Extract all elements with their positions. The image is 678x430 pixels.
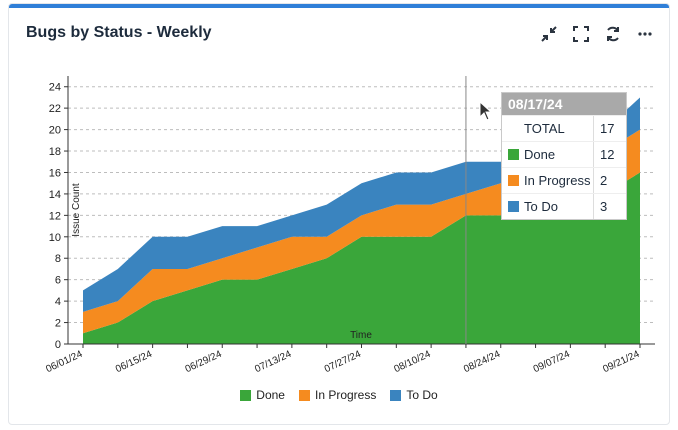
fullscreen-icon[interactable] xyxy=(571,24,591,44)
tooltip-label-in-progress: In Progress xyxy=(524,173,591,188)
tooltip-label-total: TOTAL xyxy=(524,121,565,136)
chart-tooltip: 08/17/24 TOTAL 17 Done 12 In Progress 2 … xyxy=(501,92,627,220)
x-tick-label: 08/10/24 xyxy=(392,349,432,376)
widget-actions xyxy=(539,24,655,44)
tooltip-label-done: Done xyxy=(524,147,556,162)
tooltip-swatch-todo xyxy=(508,201,519,212)
area-in-progress[interactable] xyxy=(83,129,640,334)
legend-label-in-progress: In Progress xyxy=(314,388,377,402)
legend-swatch-todo xyxy=(390,389,402,401)
legend-swatch-done xyxy=(240,389,252,401)
y-tick-label: 10 xyxy=(49,232,61,244)
y-tick-label: 0 xyxy=(55,339,61,351)
y-tick-label: 20 xyxy=(49,125,61,137)
y-tick-label: 22 xyxy=(49,103,61,115)
mouse-pointer-icon xyxy=(479,101,493,121)
x-tick-label: 08/24/24 xyxy=(462,349,502,376)
y-tick-label: 6 xyxy=(55,275,61,287)
x-tick-label: 09/21/24 xyxy=(601,349,641,376)
y-tick-label: 14 xyxy=(49,189,61,201)
y-tick-label: 8 xyxy=(55,253,61,265)
chart-legend: Done In Progress To Do xyxy=(9,388,669,402)
y-axis-title: Issue Count xyxy=(71,183,82,237)
x-axis-title: Time xyxy=(350,330,372,341)
legend-item-in-progress[interactable]: In Progress xyxy=(298,388,377,402)
tooltip-value-total: 17 xyxy=(600,121,615,136)
tooltip-value-done: 12 xyxy=(600,147,615,162)
legend-item-done[interactable]: Done xyxy=(240,388,285,402)
y-tick-label: 16 xyxy=(49,167,61,179)
y-tick-label: 4 xyxy=(55,296,61,308)
tooltip-value-in-progress: 2 xyxy=(600,173,608,188)
collapse-icon[interactable] xyxy=(539,24,559,44)
y-tick-label: 2 xyxy=(55,318,61,330)
widget-accent-bar xyxy=(9,4,669,8)
refresh-icon[interactable] xyxy=(603,24,623,44)
y-tick-label: 24 xyxy=(49,82,61,94)
legend-label-done: Done xyxy=(256,388,285,402)
y-tick-label: 18 xyxy=(49,146,61,158)
widget-title: Bugs by Status - Weekly xyxy=(26,24,212,41)
x-tick-label: 09/07/24 xyxy=(532,349,572,376)
tooltip-label-todo: To Do xyxy=(524,199,558,214)
tooltip-swatch-in-progress xyxy=(508,175,519,186)
area-to-do[interactable] xyxy=(83,97,640,312)
x-tick-label: 07/27/24 xyxy=(323,349,363,376)
legend-item-todo[interactable]: To Do xyxy=(390,388,438,402)
tooltip-row-done: Done 12 xyxy=(502,141,626,167)
legend-swatch-in-progress xyxy=(298,389,310,401)
tooltip-row-todo: To Do 3 xyxy=(502,193,626,219)
y-tick-label: 12 xyxy=(49,210,61,222)
legend-label-todo: To Do xyxy=(406,388,438,402)
x-tick-label: 06/01/24 xyxy=(44,349,84,376)
x-tick-label: 07/13/24 xyxy=(253,349,293,376)
tooltip-value-todo: 3 xyxy=(600,199,608,214)
x-tick-label: 06/15/24 xyxy=(114,349,154,376)
tooltip-row-in-progress: In Progress 2 xyxy=(502,167,626,193)
tooltip-date: 08/17/24 xyxy=(502,93,626,115)
tooltip-row-total: TOTAL 17 xyxy=(502,115,626,141)
bugs-by-status-widget: Bugs by Status - Weekly 0 2 4 6 8 10 12 14 16 18 2… xyxy=(8,3,670,425)
more-options-icon[interactable] xyxy=(635,24,655,44)
x-tick-label: 06/29/24 xyxy=(184,349,224,376)
tooltip-swatch-done xyxy=(508,149,519,160)
